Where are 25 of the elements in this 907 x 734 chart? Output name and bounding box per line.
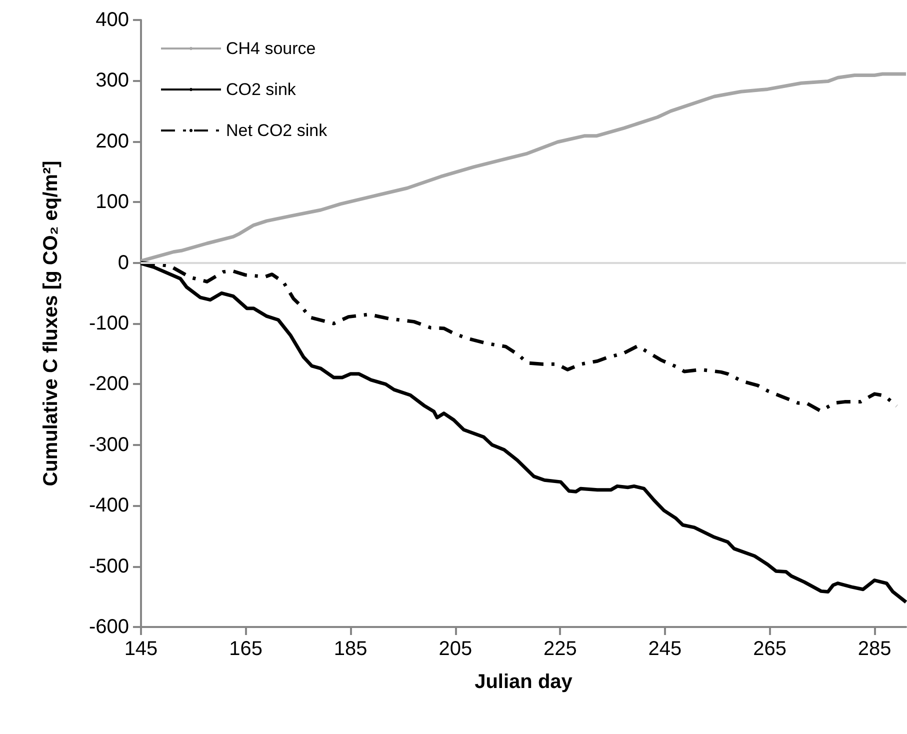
y-tick-label: -300: [88, 434, 129, 456]
x-tick-label: 245: [648, 638, 682, 660]
x-tick-label: 145: [124, 638, 158, 660]
x-tick-label: 185: [334, 638, 368, 660]
y-tick-label: 300: [96, 70, 129, 92]
y-tick-label: -400: [88, 494, 129, 517]
y-tick-label: -500: [88, 555, 129, 578]
legend-label: Net CO2 sink: [226, 121, 328, 140]
legend-label: CH4 source: [226, 39, 316, 58]
y-tick-label: -200: [88, 373, 129, 396]
x-tick-label: 205: [438, 638, 472, 660]
y-tick-label: 400: [96, 9, 129, 31]
x-tick-label: 165: [229, 638, 262, 660]
x-axis-title: Julian day: [474, 671, 574, 693]
y-tick-label: -100: [88, 312, 129, 334]
x-tick-label: 285: [858, 638, 892, 660]
y-tick-label: 0: [118, 252, 129, 274]
line-series: [139, 72, 907, 263]
y-tick-label: 100: [96, 191, 129, 214]
x-tick-label: 265: [753, 638, 786, 660]
y-axis-title: Cumulative C fluxes [g CO₂ eq/m²]: [40, 160, 62, 486]
legend-label: CO2 sink: [226, 80, 296, 99]
y-tick-label: 200: [96, 130, 129, 152]
y-tick-label: -600: [88, 616, 129, 638]
x-tick-label: 225: [543, 638, 577, 660]
